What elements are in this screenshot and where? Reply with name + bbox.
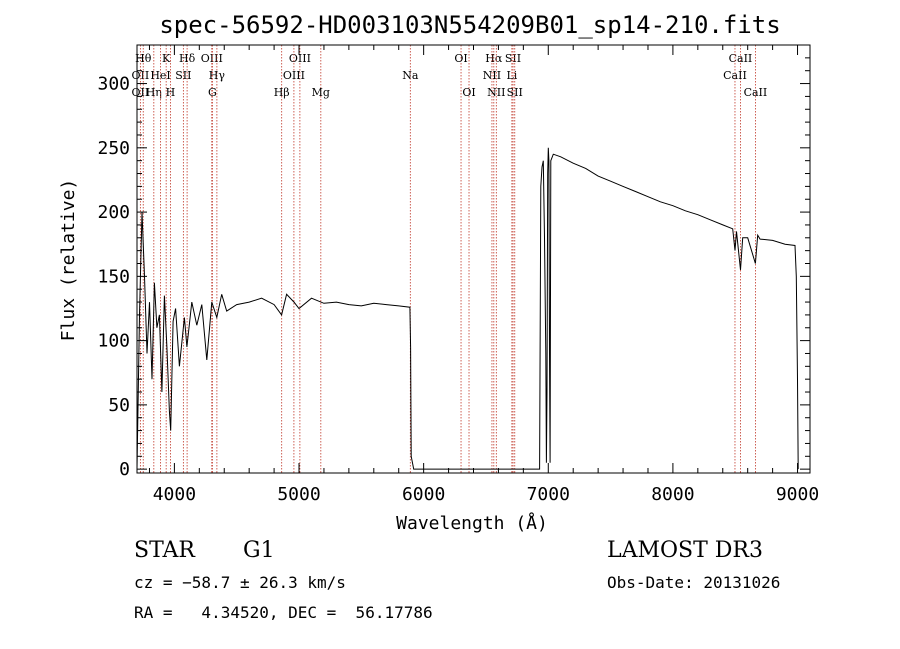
observation-date: Obs-Date: 20131026 <box>607 573 781 592</box>
y-tick-label: 250 <box>97 138 130 159</box>
line-marker-label: SII <box>507 86 523 99</box>
y-tick-label: 300 <box>97 74 130 95</box>
line-marker-label: Hα <box>485 52 503 65</box>
line-marker-label: OII <box>132 69 150 82</box>
line-marker-label: HeI <box>150 69 170 82</box>
line-marker-label: CaII <box>744 86 768 99</box>
line-marker-label: OIII <box>289 52 311 65</box>
line-marker-label: OIII <box>283 69 305 82</box>
line-marker-label: Mg <box>312 86 330 99</box>
line-marker-label: Hδ <box>179 52 196 65</box>
line-marker-label: Li <box>506 69 517 82</box>
x-tick-label: 4000 <box>153 484 196 505</box>
line-marker-label: K <box>162 52 171 65</box>
y-tick-label: 150 <box>97 266 130 287</box>
line-marker-label: OIII <box>201 52 223 65</box>
x-tick-label: 9000 <box>776 484 819 505</box>
line-marker-label: OI <box>462 86 475 99</box>
line-marker-label: NII <box>483 69 501 82</box>
y-tick-label: 200 <box>97 202 130 223</box>
spectrum-series-line <box>136 147 799 470</box>
y-tick-label: 0 <box>119 459 130 480</box>
x-axis-label: Wavelength (Å) <box>396 512 548 534</box>
y-axis: 0 50 100 150 200 250 300 <box>97 57 810 480</box>
object-type: STAR <box>134 538 195 563</box>
line-marker-label: OI <box>454 52 467 65</box>
x-tick-label: 8000 <box>651 484 694 505</box>
line-marker-label: Na <box>402 69 419 82</box>
plot-frame <box>136 44 811 474</box>
survey-name: LAMOST DR3 <box>607 538 763 563</box>
redshift-velocity: cz = −58.7 ± 26.3 km/s <box>134 573 346 592</box>
line-marker-label: Hγ <box>209 69 226 82</box>
x-axis: 4000 5000 6000 7000 8000 9000 <box>148 45 819 505</box>
x-tick-label: 7000 <box>527 484 570 505</box>
y-axis-label: Flux (relative) <box>58 179 79 342</box>
subclass: G1 <box>243 538 275 563</box>
y-tick-label: 50 <box>108 395 130 416</box>
line-marker-label: Hη <box>146 86 162 99</box>
line-marker-label: CaII <box>729 52 753 65</box>
coordinates: RA = 4.34520, DEC = 56.17786 <box>134 603 433 622</box>
line-marker-label: OII <box>132 86 150 99</box>
line-marker-label: H <box>166 86 176 99</box>
line-marker-label: CaII <box>723 69 747 82</box>
chart-title: spec-56592-HD003103N554209B01_sp14-210.f… <box>159 11 780 39</box>
x-tick-label: 5000 <box>277 484 320 505</box>
line-marker-label: SII <box>505 52 521 65</box>
line-marker-label: G <box>208 86 217 99</box>
line-marker-label: Hθ <box>135 52 152 65</box>
x-tick-label: 6000 <box>402 484 445 505</box>
y-tick-label: 100 <box>97 331 130 352</box>
spectrum-chart: spec-56592-HD003103N554209B01_sp14-210.f… <box>58 11 819 534</box>
line-marker-label: SII <box>175 69 191 82</box>
line-marker-label: Hβ <box>274 86 290 99</box>
line-marker-label: NII <box>487 86 505 99</box>
